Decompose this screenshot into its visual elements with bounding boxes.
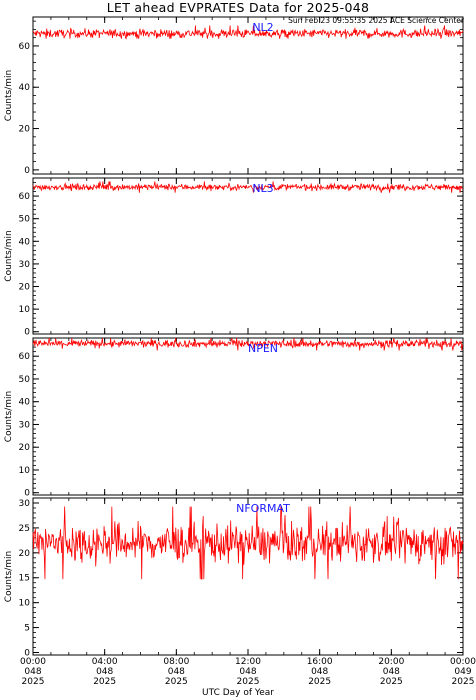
y-tick-label: 10 [19, 305, 31, 315]
x-tick-label: 2025 [452, 677, 475, 687]
x-tick-label: 20:00 [378, 657, 404, 667]
y-tick-label: 30 [19, 260, 31, 270]
chart-title: LET ahead EVPRATES Data for 2025-048 [106, 0, 370, 15]
series-line-nl2 [32, 25, 464, 40]
series-label-npen: NPEN [248, 342, 278, 355]
x-tick-label: 048 [168, 667, 185, 677]
y-tick-label: 25 [19, 524, 30, 534]
y-tick-label: 0 [24, 649, 30, 659]
y-tick-label: 60 [19, 352, 31, 362]
panel-npen: 0 10 20 30 40 50 60 NPEN Counts/min [4, 337, 464, 499]
x-tick-label: 048 [311, 667, 328, 677]
y-tick-label: 10 [19, 599, 31, 609]
y-tick-label: 20 [19, 125, 31, 135]
y-tick-label: 0 [24, 489, 30, 499]
y-tick-label: 60 [19, 42, 31, 52]
y-tick-label: 0 [24, 166, 30, 176]
x-tick-label: 048 [239, 667, 256, 677]
x-tick-label: 048 [24, 667, 41, 677]
panel-nformat: 0 5 10 15 20 25 30 NFORMAT Counts/min [4, 497, 464, 659]
y-tick-label: 50 [19, 375, 31, 385]
y-axis-label: Counts/min [4, 391, 14, 442]
panel-frame [32, 177, 464, 335]
y-axis-label: Counts/min [4, 230, 14, 281]
panel-frame [32, 16, 464, 175]
series-label-nformat: NFORMAT [236, 502, 290, 515]
y-tick-label: 40 [19, 237, 31, 247]
panel-frame [32, 337, 464, 496]
y-tick-label: 30 [19, 420, 31, 430]
y-tick-label: 50 [19, 215, 31, 225]
y-axis-label: Counts/min [4, 70, 14, 121]
timestamp: Sun Feb 23 09:55:35 2025 ACE Science Cen… [288, 16, 464, 25]
x-tick-label: 00:00 [450, 657, 476, 667]
series-line-nl3 [32, 181, 464, 193]
y-tick-label: 40 [19, 83, 31, 93]
x-tick-label: 04:00 [92, 657, 118, 667]
x-tick-label: 2025 [237, 677, 260, 687]
y-tick-label: 5 [24, 624, 30, 634]
series-line-npen [32, 337, 464, 351]
x-tick-label: 049 [454, 667, 471, 677]
y-tick-label: 20 [19, 549, 31, 559]
x-tick-label: 2025 [93, 677, 116, 687]
x-tick-label: 2025 [22, 677, 45, 687]
series-label-nl3: NL3 [252, 182, 273, 195]
series-label-nl2: NL2 [252, 21, 273, 34]
y-tick-label: 20 [19, 443, 31, 453]
y-tick-label: 60 [19, 192, 31, 202]
y-tick-label: 40 [19, 398, 31, 408]
x-tick-label: 048 [383, 667, 400, 677]
y-tick-label: 30 [19, 499, 31, 509]
x-tick-label: 08:00 [163, 657, 189, 667]
x-tick-label: 16:00 [307, 657, 333, 667]
x-tick-label: 048 [96, 667, 113, 677]
y-tick-label: 0 [24, 328, 30, 338]
y-tick-label: 20 [19, 283, 31, 293]
x-tick-label: 2025 [165, 677, 188, 687]
series-line-nformat [32, 506, 464, 580]
y-tick-label: 10 [19, 466, 31, 476]
x-tick-label: 2025 [308, 677, 331, 687]
x-tick-label: 2025 [380, 677, 403, 687]
x-tick-label: 00:00 [20, 657, 46, 667]
x-axis-label: UTC Day of Year [202, 688, 274, 698]
x-tick-label: 12:00 [235, 657, 261, 667]
panel-nl3: 0 10 20 30 40 50 60 NL3 Counts/min [4, 177, 464, 338]
y-tick-label: 15 [19, 574, 30, 584]
panel-nl2: 0 20 40 60 NL2 Counts/min [4, 16, 464, 176]
y-axis-label: Counts/min [4, 551, 14, 602]
